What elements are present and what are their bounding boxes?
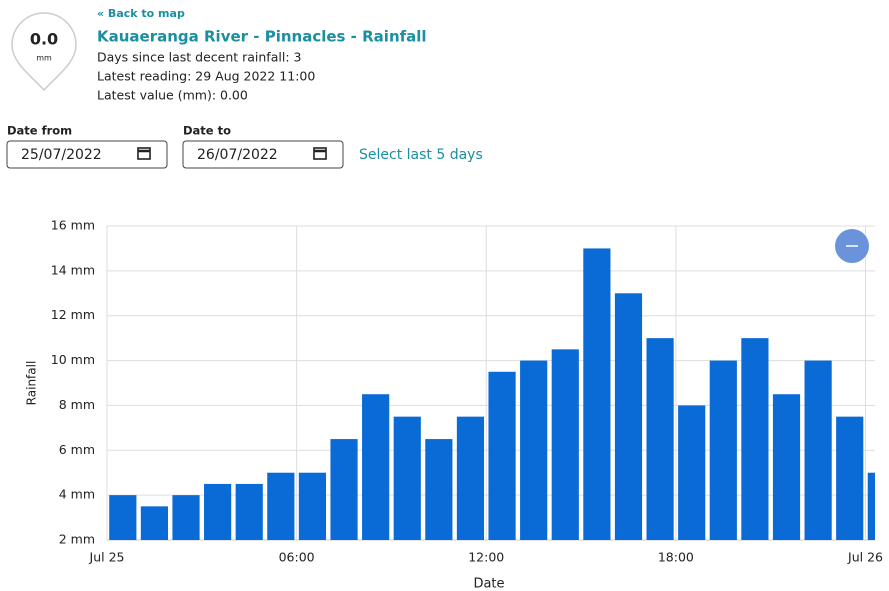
bar <box>172 495 200 540</box>
bar <box>772 394 801 540</box>
y-tick-label: 4 mm <box>59 487 95 502</box>
bar <box>614 293 643 540</box>
bar <box>678 405 706 540</box>
back-link[interactable]: « Back to map <box>97 7 185 20</box>
bar <box>804 360 832 540</box>
select-link[interactable]: Select last 5 days <box>359 147 483 163</box>
bar <box>330 439 358 540</box>
bar <box>235 483 263 540</box>
bar <box>520 360 548 540</box>
x-tick-label: Jul 26 <box>847 550 883 565</box>
bar <box>456 416 485 540</box>
bar <box>362 394 390 540</box>
bar <box>393 416 421 540</box>
date-to-value: 26/07/2022 <box>197 147 278 163</box>
bar <box>109 495 137 540</box>
bar <box>140 506 168 540</box>
date-from-value: 25/07/2022 <box>21 147 102 163</box>
gauge-value: 0.0 <box>30 30 58 49</box>
bar <box>867 472 875 540</box>
bar <box>551 349 579 540</box>
title: Kauaeranga River - Pinnacles - Rainfall <box>97 28 427 46</box>
calendar-icon[interactable] <box>137 147 151 160</box>
gauge-unit: mm <box>36 54 52 63</box>
bar <box>709 360 737 540</box>
date-to-input[interactable] <box>182 140 344 169</box>
y-tick-label: 10 mm <box>51 352 95 367</box>
chart: 2 mm 4 mm 6 mm 8 mm 10 mm 12 mm 14 mm 16 mm Jul … <box>25 218 884 591</box>
info-line: Latest value (mm): 0.00 <box>97 88 248 103</box>
y-tick-label: 14 mm <box>51 262 95 277</box>
gauge <box>11 12 77 92</box>
y-tick-label: 2 mm <box>59 532 95 547</box>
bar <box>646 338 674 540</box>
date-to-label: Date to <box>183 124 231 138</box>
bar <box>488 371 516 540</box>
bar <box>425 439 453 540</box>
y-tick-label: 12 mm <box>51 307 95 322</box>
calendar-icon[interactable] <box>313 147 327 160</box>
x-tick-label: 06:00 <box>279 550 315 565</box>
bar <box>836 416 864 540</box>
y-tick-label: 16 mm <box>51 218 95 233</box>
info-line: Latest reading: 29 Aug 2022 11:00 <box>97 69 315 84</box>
y-axis-title: Rainfall <box>25 361 39 406</box>
date-from-input[interactable] <box>6 140 168 169</box>
bar <box>741 338 769 540</box>
y-tick-label: 8 mm <box>59 397 95 412</box>
x-axis-title: Date <box>473 577 504 591</box>
bar <box>204 483 232 540</box>
x-tick-label: 18:00 <box>658 550 694 565</box>
bar <box>298 472 327 540</box>
bar <box>583 248 611 540</box>
x-tick-label: Jul 25 <box>89 550 125 565</box>
y-tick-label: 6 mm <box>59 442 95 457</box>
info-line: Days since last decent rainfall: 3 <box>97 50 301 65</box>
x-tick-label: 12:00 <box>468 550 504 565</box>
bar <box>267 472 295 540</box>
date-from-label: Date from <box>7 124 72 138</box>
